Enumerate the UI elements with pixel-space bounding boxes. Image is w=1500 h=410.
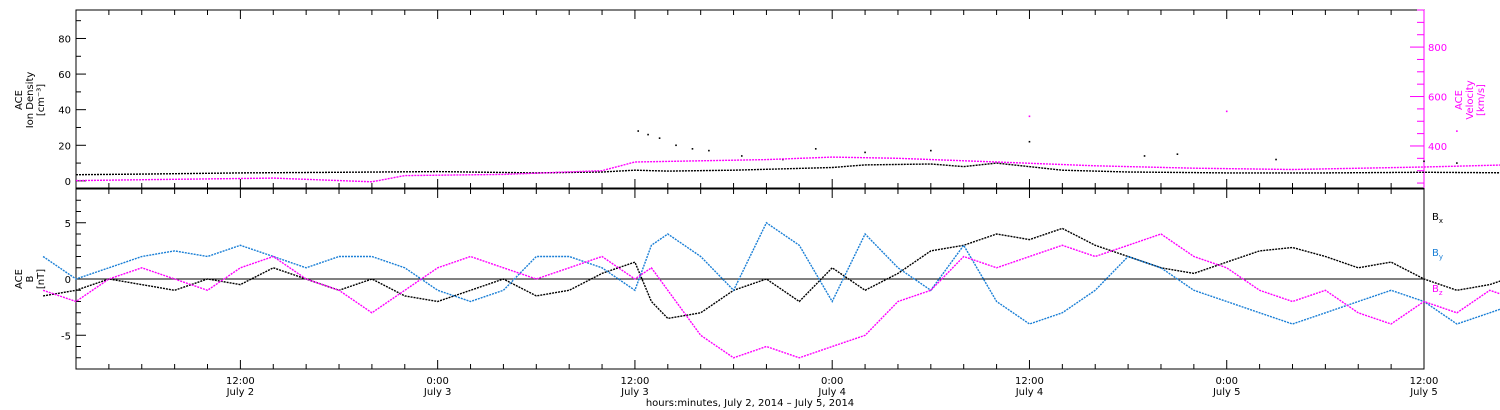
ion-density-series-point (864, 151, 866, 154)
y-tick-label: 40 (58, 106, 71, 117)
x-tick-time-label: 12:00 (226, 376, 255, 387)
velocity-series-point (1225, 110, 1228, 113)
velocity-series-point (1028, 115, 1031, 118)
ion-density-series-point (691, 148, 694, 150)
ion-density-series-point (637, 130, 640, 132)
legend-bz: Bz (1432, 284, 1443, 297)
x-tick-time-label: 12:00 (621, 376, 650, 387)
ion-density-series-point (930, 149, 932, 152)
x-axis-title: hours:minutes, July 2, 2014 – July 5, 20… (646, 398, 854, 409)
x-tick-time-label: 0:00 (426, 376, 448, 387)
y-tick-label: 80 (58, 34, 71, 45)
y-tick-label: 5 (65, 219, 71, 230)
right-tick-label: 800 (1428, 43, 1447, 54)
x-tick-date-label: July 2 (226, 387, 255, 398)
x-tick-time-label: 12:00 (1410, 376, 1439, 387)
legend-by: By (1432, 248, 1443, 261)
x-tick-date-label: July 4 (817, 387, 846, 398)
legend-bx: Bx (1432, 212, 1443, 225)
x-tick-date-label: July 3 (423, 387, 452, 398)
ion-density-series (75, 162, 1500, 176)
bottom-panel: -5 0 5 ACEB[nT] Bx By Bz (14, 188, 1500, 370)
ion-density-axis-title: ACEIon Density[cm⁻³] (14, 72, 47, 129)
y-tick-label: -5 (61, 331, 71, 342)
ion-density-series-point (647, 133, 649, 136)
top-panel: 0 20 40 60 80 400 600 800 ACEIon Density[cm⁻³] AC… (14, 9, 1500, 189)
velocity-series (75, 156, 1500, 183)
x-tick-time-label: 0:00 (1215, 376, 1237, 387)
right-tick-label: 600 (1428, 93, 1447, 104)
ion-density-series-point (1275, 158, 1277, 161)
b-field-axis-title: ACEB[nT] (14, 269, 47, 289)
y-tick-label: 0 (65, 275, 71, 286)
ion-density-series-point (814, 148, 817, 150)
x-tick-time-label: 12:00 (1015, 376, 1044, 387)
ion-density-series-point (740, 155, 743, 157)
y-tick-label: 0 (65, 177, 71, 188)
ion-density-series-point (1176, 153, 1179, 155)
ion-density-series-point (1456, 162, 1458, 164)
ion-density-series-point (675, 144, 677, 147)
ion-density-series-point (1143, 155, 1146, 157)
ion-density-series-point (1028, 140, 1031, 143)
y-tick-label: 60 (58, 70, 71, 81)
y-tick-label: 20 (58, 141, 71, 152)
ion-density-series-point (1423, 160, 1425, 163)
x-tick-time-label: 0:00 (821, 376, 843, 387)
ion-density-series-point (708, 149, 710, 152)
x-tick-date-label: July 5 (1409, 387, 1438, 398)
by-series (42, 221, 1500, 325)
x-tick-date-label: July 5 (1212, 387, 1241, 398)
bx-series (42, 227, 1500, 320)
x-tick-date-label: July 3 (620, 387, 649, 398)
bz-series (42, 233, 1500, 359)
x-tick-date-label: July 4 (1015, 387, 1044, 398)
velocity-axis-title: ACEVelocity[km/s] (1454, 80, 1487, 119)
velocity-series-point (1456, 130, 1458, 132)
right-tick-label: 400 (1428, 142, 1447, 153)
top-panel-frame (75, 9, 1425, 189)
ion-density-series-point (658, 137, 661, 139)
